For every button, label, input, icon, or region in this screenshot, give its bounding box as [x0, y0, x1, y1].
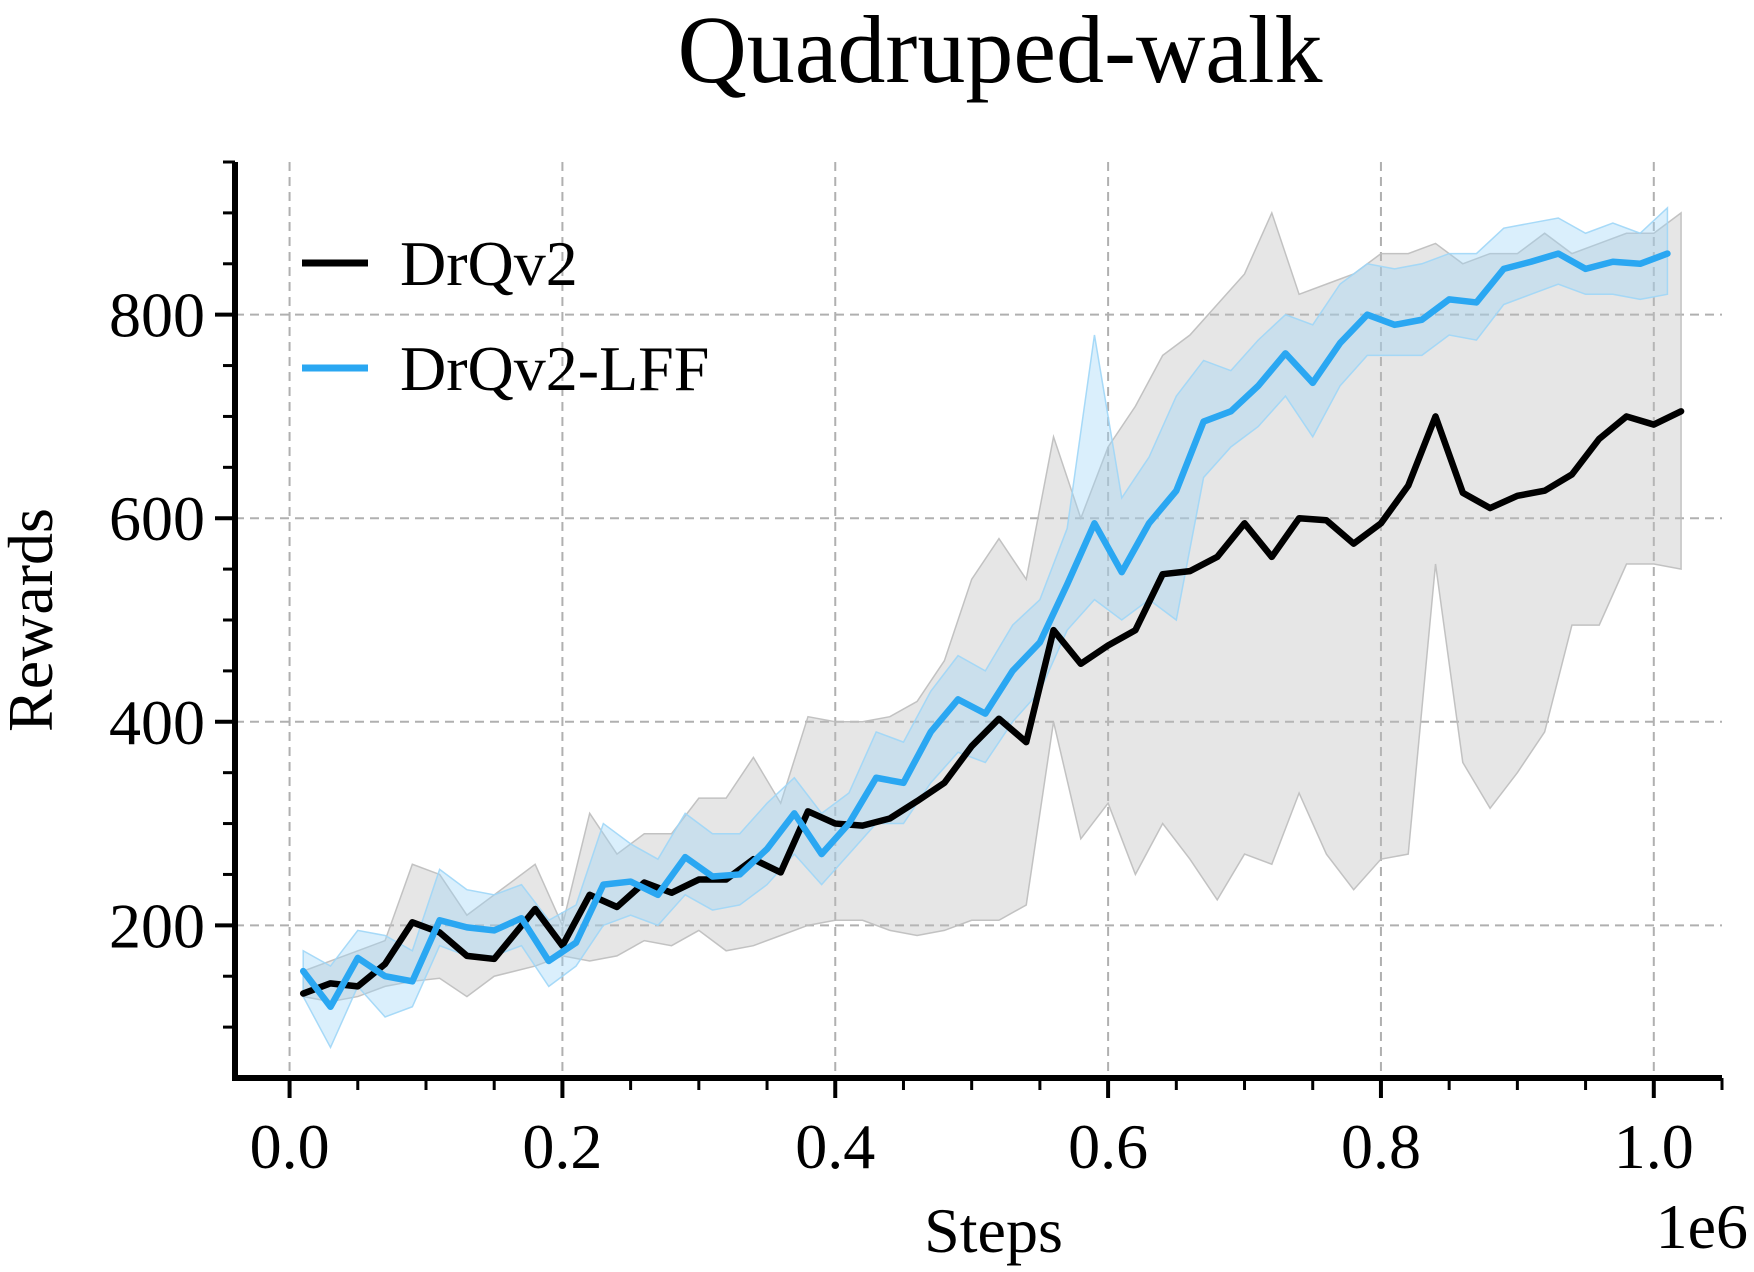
- y-axis-ticks: 200 400 600 800: [109, 160, 235, 1029]
- y-axis-label: Rewards: [0, 508, 66, 732]
- x-tick-label: 0.8: [1341, 1111, 1421, 1182]
- line-series-1: [299, 250, 1671, 1011]
- y-tick-label: 800: [109, 280, 205, 351]
- legend: DrQv2 DrQv2-LFF: [302, 228, 709, 404]
- x-tick-label: 0.0: [250, 1111, 330, 1182]
- confidence-bands: [302, 206, 1682, 1050]
- band-series-1: [302, 206, 1669, 1050]
- legend-label-1: DrQv2-LFF: [400, 333, 709, 404]
- x-axis-ticks: 0.0 0.2 0.4 0.6 0.8 1.0: [250, 1078, 1724, 1182]
- chart-title: Quadruped-walk: [677, 0, 1322, 103]
- grid: [235, 162, 1722, 1078]
- x-tick-label: 1.0: [1614, 1111, 1694, 1182]
- y-tick-label: 200: [109, 890, 205, 961]
- x-axis-offset-label: 1e6: [1656, 1191, 1748, 1262]
- x-tick-label: 0.2: [522, 1111, 602, 1182]
- y-tick-label: 600: [109, 483, 205, 554]
- y-tick-label: 400: [109, 687, 205, 758]
- x-tick-label: 0.6: [1068, 1111, 1148, 1182]
- series-lines: [299, 250, 1685, 1011]
- x-tick-label: 0.4: [795, 1111, 875, 1182]
- legend-label-0: DrQv2: [400, 228, 578, 299]
- line-series-0: [299, 408, 1685, 997]
- x-axis-label: Steps: [924, 1195, 1063, 1266]
- band-series-0: [302, 210, 1682, 1003]
